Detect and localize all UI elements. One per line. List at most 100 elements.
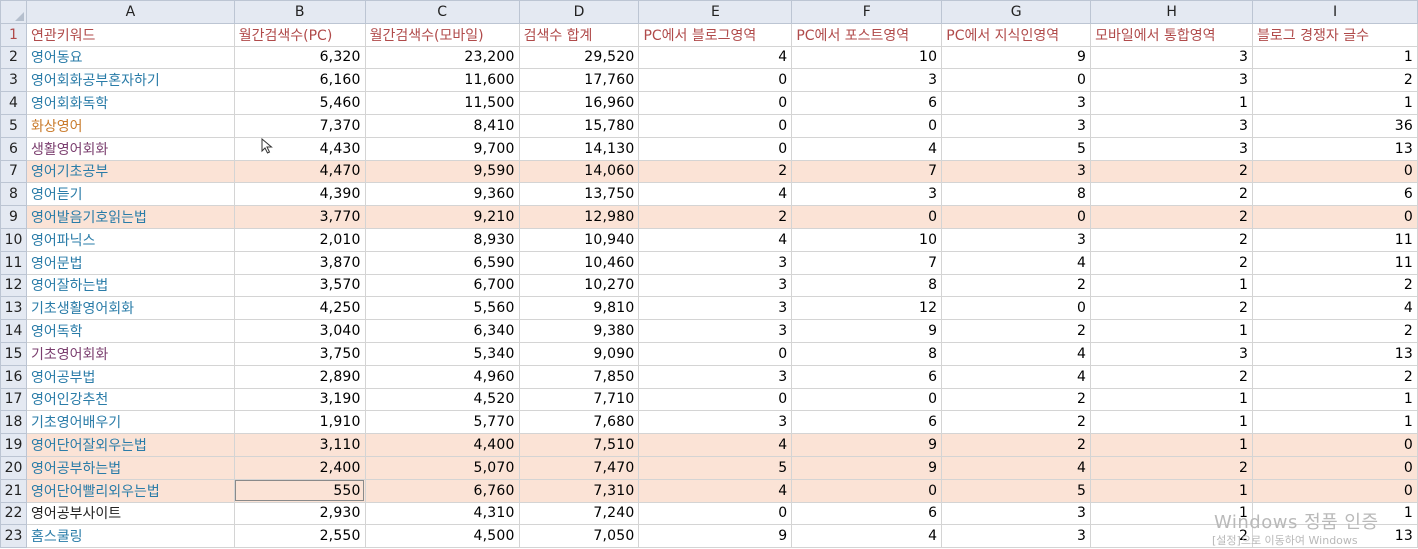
keyword-cell[interactable]: 기초영어배우기 <box>25 410 235 435</box>
row-header[interactable]: 5 <box>0 113 27 138</box>
value-cell[interactable]: 3 <box>1090 113 1254 138</box>
value-cell[interactable]: 2,930 <box>233 501 366 526</box>
value-cell[interactable]: 12,980 <box>518 205 640 229</box>
value-cell[interactable]: 4 <box>638 182 793 207</box>
value-cell[interactable]: 2 <box>638 205 793 229</box>
keyword-cell[interactable]: 영어공부법 <box>25 364 235 389</box>
value-cell[interactable]: 0 <box>638 91 793 115</box>
value-cell[interactable]: 2,890 <box>233 364 366 389</box>
row-header[interactable]: 23 <box>0 524 27 549</box>
value-cell[interactable]: 15,780 <box>518 113 640 138</box>
value-cell[interactable]: 3 <box>941 159 1092 184</box>
value-cell[interactable]: 4,520 <box>364 387 520 412</box>
value-cell[interactable]: 3,570 <box>233 273 366 298</box>
column-header-g[interactable]: G <box>941 0 1092 24</box>
column-header-i[interactable]: I <box>1252 0 1418 24</box>
value-cell[interactable]: 4 <box>638 433 793 457</box>
value-cell[interactable]: 9,590 <box>364 159 520 184</box>
value-cell[interactable]: 3,870 <box>233 250 366 275</box>
header-cell[interactable]: 월간검색수(PC) <box>233 22 366 47</box>
header-cell[interactable]: PC에서 포스트영역 <box>791 22 943 47</box>
value-cell[interactable]: 7,680 <box>518 410 640 435</box>
value-cell[interactable]: 1 <box>1252 501 1418 526</box>
keyword-cell[interactable]: 영어기초공부 <box>25 159 235 184</box>
value-cell[interactable]: 2 <box>1090 364 1254 389</box>
value-cell[interactable]: 0 <box>1252 478 1418 503</box>
value-cell[interactable]: 7,510 <box>518 433 640 457</box>
value-cell[interactable]: 6,320 <box>233 45 366 70</box>
keyword-cell[interactable]: 영어공부사이트 <box>25 501 235 526</box>
value-cell[interactable]: 2 <box>1090 296 1254 321</box>
value-cell[interactable]: 2 <box>1090 205 1254 229</box>
value-cell[interactable]: 0 <box>638 501 793 526</box>
value-cell[interactable]: 3,040 <box>233 319 366 343</box>
value-cell[interactable]: 1 <box>1252 387 1418 412</box>
value-cell[interactable]: 6,700 <box>364 273 520 298</box>
value-cell[interactable]: 9 <box>791 319 943 343</box>
value-cell[interactable]: 4 <box>941 250 1092 275</box>
value-cell[interactable]: 0 <box>638 113 793 138</box>
value-cell[interactable]: 11,600 <box>364 68 520 93</box>
value-cell[interactable]: 3 <box>638 410 793 435</box>
value-cell[interactable]: 11 <box>1252 250 1418 275</box>
value-cell[interactable]: 13 <box>1252 524 1418 549</box>
value-cell[interactable]: 1 <box>1090 410 1254 435</box>
value-cell[interactable]: 14,060 <box>518 159 640 184</box>
value-cell[interactable]: 6,160 <box>233 68 366 93</box>
value-cell[interactable]: 2,550 <box>233 524 366 549</box>
row-header[interactable]: 8 <box>0 182 27 207</box>
value-cell[interactable]: 29,520 <box>518 45 640 70</box>
value-cell[interactable]: 9,090 <box>518 341 640 366</box>
value-cell[interactable]: 12 <box>791 296 943 321</box>
value-cell[interactable]: 10 <box>791 45 943 70</box>
value-cell[interactable]: 0 <box>638 341 793 366</box>
value-cell[interactable]: 1 <box>1252 410 1418 435</box>
column-header-h[interactable]: H <box>1090 0 1254 24</box>
value-cell[interactable]: 16,960 <box>518 91 640 115</box>
value-cell[interactable]: 8 <box>791 273 943 298</box>
keyword-cell[interactable]: 영어독학 <box>25 319 235 343</box>
value-cell[interactable]: 2 <box>1252 364 1418 389</box>
keyword-cell[interactable]: 영어단어빨리외우는법 <box>25 478 235 503</box>
value-cell[interactable]: 6 <box>791 410 943 435</box>
keyword-cell[interactable]: 영어듣기 <box>25 182 235 207</box>
value-cell[interactable]: 3 <box>941 227 1092 252</box>
value-cell[interactable]: 9,380 <box>518 319 640 343</box>
value-cell[interactable]: 4,470 <box>233 159 366 184</box>
value-cell[interactable]: 2 <box>1090 250 1254 275</box>
value-cell[interactable]: 7 <box>791 250 943 275</box>
row-header[interactable]: 10 <box>0 227 27 252</box>
value-cell[interactable]: 9 <box>791 455 943 480</box>
value-cell[interactable]: 7,470 <box>518 455 640 480</box>
value-cell[interactable]: 2 <box>638 159 793 184</box>
value-cell[interactable]: 14,130 <box>518 136 640 161</box>
select-all-corner[interactable] <box>0 0 27 24</box>
value-cell[interactable]: 3,110 <box>233 433 366 457</box>
value-cell[interactable]: 8,410 <box>364 113 520 138</box>
value-cell[interactable]: 10,270 <box>518 273 640 298</box>
value-cell[interactable]: 2 <box>941 273 1092 298</box>
value-cell[interactable]: 0 <box>941 296 1092 321</box>
value-cell[interactable]: 5 <box>941 136 1092 161</box>
keyword-cell[interactable]: 기초생활영어회화 <box>25 296 235 321</box>
value-cell[interactable]: 3 <box>638 296 793 321</box>
value-cell[interactable]: 2 <box>1090 227 1254 252</box>
row-header[interactable]: 12 <box>0 273 27 298</box>
value-cell[interactable]: 550 <box>233 478 366 503</box>
value-cell[interactable]: 13 <box>1252 341 1418 366</box>
value-cell[interactable]: 3,770 <box>233 205 366 229</box>
row-header[interactable]: 3 <box>0 68 27 93</box>
row-header[interactable]: 14 <box>0 319 27 343</box>
value-cell[interactable]: 11,500 <box>364 91 520 115</box>
value-cell[interactable]: 4 <box>941 364 1092 389</box>
row-header[interactable]: 15 <box>0 341 27 366</box>
value-cell[interactable]: 2 <box>941 387 1092 412</box>
value-cell[interactable]: 2 <box>941 410 1092 435</box>
value-cell[interactable]: 1 <box>1090 91 1254 115</box>
value-cell[interactable]: 0 <box>941 205 1092 229</box>
keyword-cell[interactable]: 영어인강추천 <box>25 387 235 412</box>
value-cell[interactable]: 0 <box>791 205 943 229</box>
value-cell[interactable]: 2,010 <box>233 227 366 252</box>
value-cell[interactable]: 4 <box>791 136 943 161</box>
value-cell[interactable]: 5,070 <box>364 455 520 480</box>
